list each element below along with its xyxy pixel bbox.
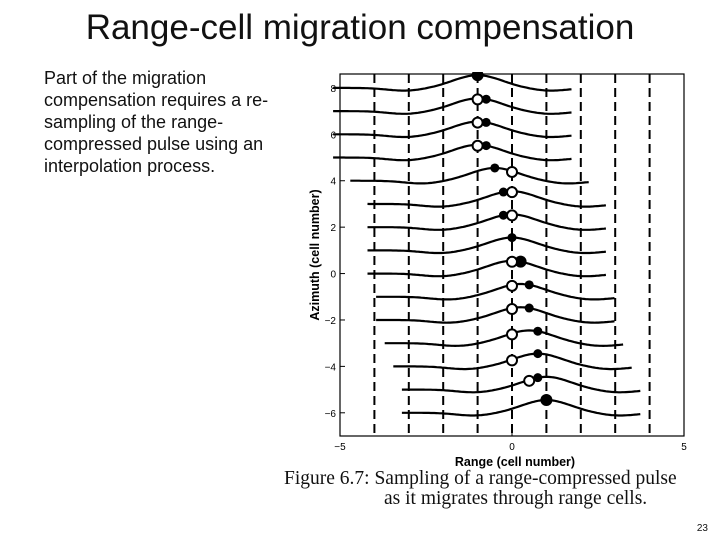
filled-sample-point xyxy=(498,210,508,220)
x-tick-label: −5 xyxy=(334,442,346,453)
caption-line-1: Figure 6.7: Sampling of a range-compress… xyxy=(284,468,677,489)
y-tick-label: 8 xyxy=(330,84,336,95)
open-sample-point xyxy=(506,328,518,341)
open-sample-point xyxy=(506,165,518,178)
y-tick-label: 0 xyxy=(330,270,336,281)
open-sample-point xyxy=(506,303,518,316)
filled-sample-point xyxy=(533,349,543,359)
pulse-trace xyxy=(367,213,607,231)
open-sample-point xyxy=(506,209,518,222)
open-sample-point xyxy=(506,279,518,292)
y-tick-label: 6 xyxy=(330,130,336,141)
cell-boundary-lines xyxy=(373,74,651,436)
pulse-trace xyxy=(384,329,624,348)
pulse-trace xyxy=(333,74,572,92)
pulse-trace xyxy=(367,190,607,208)
pulse-trace xyxy=(333,143,572,162)
filled-sample-point xyxy=(524,303,534,313)
pulse-trace xyxy=(367,259,607,278)
filled-sample-point xyxy=(524,280,534,290)
pulse-trace xyxy=(401,398,641,417)
open-sample-point xyxy=(506,255,518,268)
filled-sample-point xyxy=(507,233,517,243)
body-text: Part of the migration compensation requi… xyxy=(44,68,269,176)
filled-sample-point xyxy=(514,255,527,268)
filled-sample-point xyxy=(481,117,491,127)
open-sample-point xyxy=(506,186,518,199)
filled-sample-point xyxy=(533,373,543,383)
x-axis-label: Range (cell number) xyxy=(455,455,575,469)
open-sample-point xyxy=(471,116,484,129)
pulse-trace xyxy=(333,120,572,139)
open-sample-point xyxy=(471,139,484,152)
filled-sample-point xyxy=(481,94,491,104)
migration-figure: −6 −4 −2 0 2 4 6 8 −5 0 5 Range (cell number) Azim… xyxy=(308,72,688,469)
open-sample-point xyxy=(471,93,484,106)
filled-sample-point xyxy=(533,326,543,336)
y-axis-label: Azimuth (cell number) xyxy=(308,189,322,320)
x-tick-label: 0 xyxy=(509,442,515,453)
filled-sample-point xyxy=(498,187,508,197)
pulse-traces xyxy=(333,72,641,417)
pulse-trace xyxy=(350,166,589,185)
filled-sample-point xyxy=(471,72,484,82)
page-number: 23 xyxy=(696,523,708,534)
y-tick-label: 2 xyxy=(330,223,336,234)
open-sample-point xyxy=(523,374,536,387)
axis-ticks: −6 −4 −2 0 2 4 6 8 −5 0 5 xyxy=(325,84,688,453)
slide-title: Range-cell migration compensation xyxy=(85,8,635,47)
y-tick-label: −4 xyxy=(325,362,337,373)
pulse-trace xyxy=(376,282,615,301)
pulse-trace xyxy=(367,236,607,255)
caption-line-2: as it migrates through range cells. xyxy=(384,488,648,509)
pulse-trace xyxy=(376,306,615,324)
x-tick-label: 5 xyxy=(681,442,687,453)
y-tick-label: 4 xyxy=(330,177,336,188)
open-sample-point xyxy=(506,354,518,367)
filled-sample-point xyxy=(481,141,491,151)
figure-caption: Figure 6.7: Sampling of a range-compress… xyxy=(284,469,714,509)
filled-sample-point xyxy=(540,394,553,407)
plot-frame xyxy=(339,73,685,437)
y-tick-label: −6 xyxy=(325,409,337,420)
y-tick-label: −2 xyxy=(325,316,337,327)
filled-sample-point xyxy=(490,163,500,173)
pulse-trace xyxy=(401,375,641,394)
pulse-trace xyxy=(333,97,572,115)
